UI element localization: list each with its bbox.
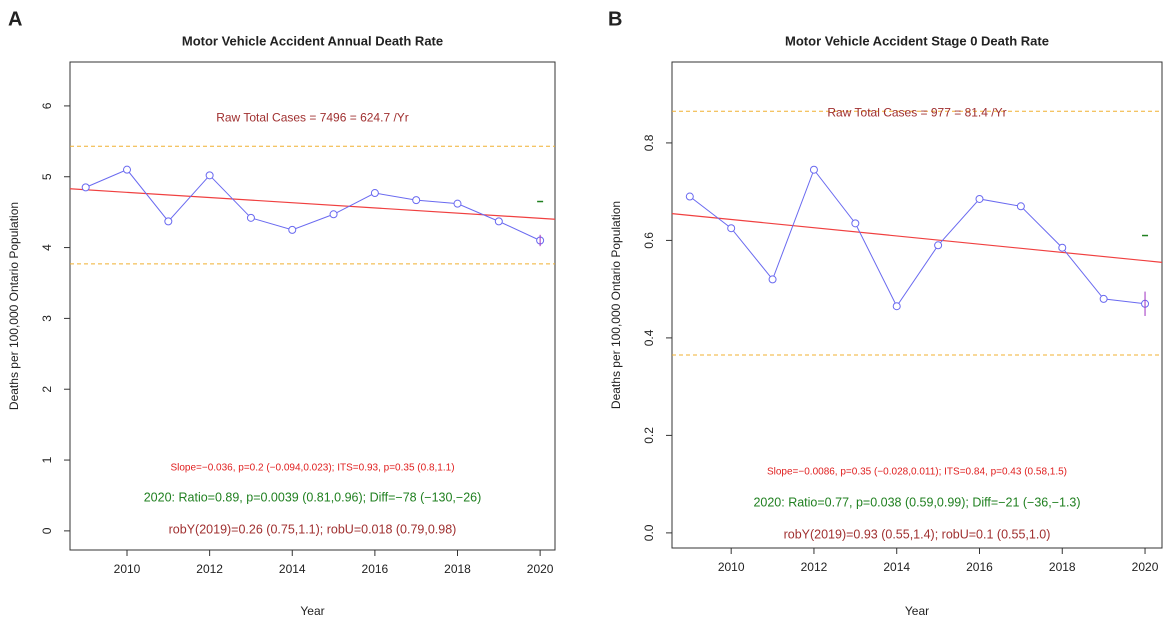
y-tick-label: 2: [40, 386, 54, 393]
y-tick-label: 0.4: [642, 329, 656, 346]
x-tick-label: 2018: [444, 562, 471, 576]
annotation: Slope=−0.0086, p=0.35 (−0.028,0.011); IT…: [767, 467, 1067, 478]
annotation: Raw Total Cases = 977 = 81.4 /Yr: [827, 105, 1006, 119]
trend-line: [671, 213, 1163, 263]
y-tick-label: 0.6: [642, 232, 656, 249]
data-point: [81, 183, 90, 192]
data-point: [494, 217, 503, 226]
series-line: [85, 169, 541, 241]
y-tick-label: 0.2: [642, 427, 656, 444]
y-axis-title: Deaths per 100,000 Ontario Population: [7, 202, 21, 410]
data-point: [1058, 243, 1067, 252]
y-tick-label: 1: [40, 456, 54, 463]
panel-label: A: [8, 8, 22, 30]
x-tick-label: 2014: [279, 562, 306, 576]
y-tick-label: 0.0: [642, 524, 656, 541]
data-point: [809, 165, 818, 174]
x-tick-label: 2016: [966, 560, 993, 574]
annotation: Raw Total Cases = 7496 = 624.7 /Yr: [216, 110, 409, 124]
x-axis-title: Year: [905, 604, 929, 618]
data-point: [288, 225, 297, 234]
data-point: [892, 302, 901, 311]
annotation: Slope=−0.036, p=0.2 (−0.094,0.023); ITS=…: [170, 463, 454, 474]
data-point: [205, 171, 214, 180]
data-point: [934, 241, 943, 250]
y-tick-label: 0.8: [642, 134, 656, 151]
data-point: [727, 224, 736, 233]
panel-label: B: [608, 8, 622, 30]
annotation: 2020: Ratio=0.89, p=0.0039 (0.81,0.96); …: [144, 490, 482, 504]
plot-frame: [671, 61, 1163, 549]
annotation: 2020: Ratio=0.77, p=0.038 (0.59,0.99); D…: [753, 495, 1080, 509]
annotation: robY(2019)=0.93 (0.55,1.4); robU=0.1 (0.…: [784, 527, 1051, 541]
series-line: [689, 168, 1146, 308]
chart-title: Motor Vehicle Accident Annual Death Rate: [182, 33, 443, 48]
data-point: [1016, 202, 1025, 211]
y-tick-label: 6: [40, 102, 54, 109]
x-tick-label: 2012: [196, 562, 223, 576]
data-point: [768, 275, 777, 284]
data-point: [246, 213, 255, 222]
x-tick-label: 2016: [362, 562, 389, 576]
y-tick-label: 3: [40, 315, 54, 322]
data-point: [329, 210, 338, 219]
data-point: [453, 199, 462, 208]
x-tick-label: 2010: [114, 562, 141, 576]
y-tick-label: 4: [40, 244, 54, 251]
data-point: [123, 165, 132, 174]
trend-line: [69, 188, 556, 220]
data-point: [370, 189, 379, 198]
data-point: [975, 194, 984, 203]
x-tick-label: 2012: [801, 560, 828, 574]
data-point: [851, 219, 860, 228]
data-point: [412, 196, 421, 205]
x-tick-label: 2010: [718, 560, 745, 574]
x-tick-label: 2018: [1049, 560, 1076, 574]
annotation: robY(2019)=0.26 (0.75,1.1); robU=0.018 (…: [169, 522, 457, 536]
chart-title: Motor Vehicle Accident Stage 0 Death Rat…: [785, 33, 1049, 48]
x-tick-label: 2014: [883, 560, 910, 574]
y-axis-title: Deaths per 100,000 Ontario Population: [609, 201, 623, 409]
y-tick-label: 5: [40, 173, 54, 180]
data-point: [685, 192, 694, 201]
x-axis-title: Year: [300, 604, 324, 618]
plot-frame: [69, 61, 556, 551]
y-tick-label: 0: [40, 527, 54, 534]
x-tick-label: 2020: [1132, 560, 1159, 574]
x-tick-label: 2020: [527, 562, 554, 576]
data-point: [164, 217, 173, 226]
data-point: [1099, 294, 1108, 303]
